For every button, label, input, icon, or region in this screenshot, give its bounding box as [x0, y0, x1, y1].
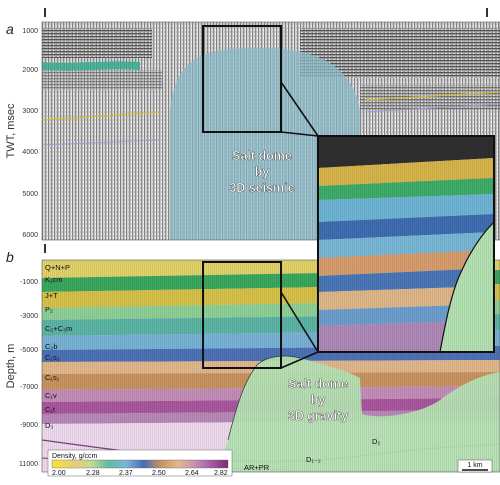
panel-b-letter: b: [6, 249, 14, 265]
unit-label: C₁s₁: [45, 373, 60, 382]
y-tick: 5000: [22, 191, 38, 198]
stratigraphic-units: Q+N+P K₁cm J+T P₂ C₂+C₃m C₂b C₁s₂ C₁s₁ C…: [45, 263, 380, 472]
zoom-box-b: [202, 261, 282, 369]
salt-dome-gravity-label: Salt dome by 3D gravity: [288, 377, 349, 423]
y-tick: 4000: [22, 149, 38, 156]
unit-label: D₃: [45, 421, 53, 430]
panel-b-y-label: Depth, m: [5, 344, 17, 389]
svg-text:3D gravity: 3D gravity: [288, 409, 348, 423]
unit-label: Q+N+P: [45, 263, 70, 272]
panel-a-letter: a: [6, 21, 14, 37]
panel-a-y-label: TWT, msec: [5, 103, 17, 158]
legend-tick: 2.00: [52, 470, 66, 477]
zoom-inset-frame: [317, 135, 495, 353]
legend-tick: 2.82: [214, 470, 228, 477]
unit-label: J+T: [45, 291, 58, 300]
legend-tick: 2.28: [86, 470, 100, 477]
unit-label: D₂: [372, 437, 380, 446]
svg-text:by: by: [311, 393, 326, 407]
y-tick: -1000: [20, 279, 38, 286]
svg-text:3D seismic: 3D seismic: [229, 181, 294, 195]
density-legend: Density, g/ccm 2.00 2.28 2.37 2.50 2.64 …: [47, 449, 233, 477]
zoom-connectors: [280, 81, 319, 369]
unit-label: C₂+C₃m: [45, 324, 72, 333]
unit-label: C₁v: [45, 391, 57, 400]
salt-dome-seismic-label: Salt dome by 3D seismic: [229, 149, 295, 195]
zoom-box-a: [202, 25, 282, 133]
zoom-inset: [318, 136, 494, 352]
svg-text:Salt dome: Salt dome: [288, 377, 348, 391]
panel-a-y-ticks: 1000 2000 3000 4000 5000 6000: [22, 28, 38, 239]
y-tick: -9000: [20, 422, 38, 429]
unit-label: P₂: [45, 305, 53, 314]
y-tick: 2000: [22, 67, 38, 74]
y-tick: -5000: [20, 347, 38, 354]
legend-tick: 2.37: [119, 470, 133, 477]
y-tick: -7000: [20, 384, 38, 391]
y-tick: -3000: [20, 313, 38, 320]
panel-b-y-ticks: -1000 -3000 -5000 -7000 -9000 11000: [19, 279, 38, 468]
legend-tick: 2.64: [185, 470, 199, 477]
unit-label: C₁t: [45, 405, 56, 414]
unit-label: K₁cm: [45, 275, 63, 284]
y-tick: 1000: [22, 28, 38, 35]
scale-bar-label: 1 km: [467, 462, 482, 469]
y-tick: 3000: [22, 108, 38, 115]
y-tick: 6000: [22, 232, 38, 239]
unit-label: C₁s₂: [45, 353, 60, 362]
y-tick: 11000: [19, 461, 38, 468]
scale-bar: 1 km: [457, 459, 493, 473]
legend-colorbar: [51, 459, 229, 469]
unit-label: C₂b: [45, 342, 58, 351]
legend-title: Density, g/ccm: [52, 453, 98, 460]
svg-text:Salt dome: Salt dome: [232, 149, 292, 163]
unit-label: AR+PR: [244, 463, 270, 472]
svg-text:by: by: [255, 165, 270, 179]
unit-label: D₁₋₂: [306, 455, 321, 464]
legend-tick: 2.50: [152, 470, 166, 477]
